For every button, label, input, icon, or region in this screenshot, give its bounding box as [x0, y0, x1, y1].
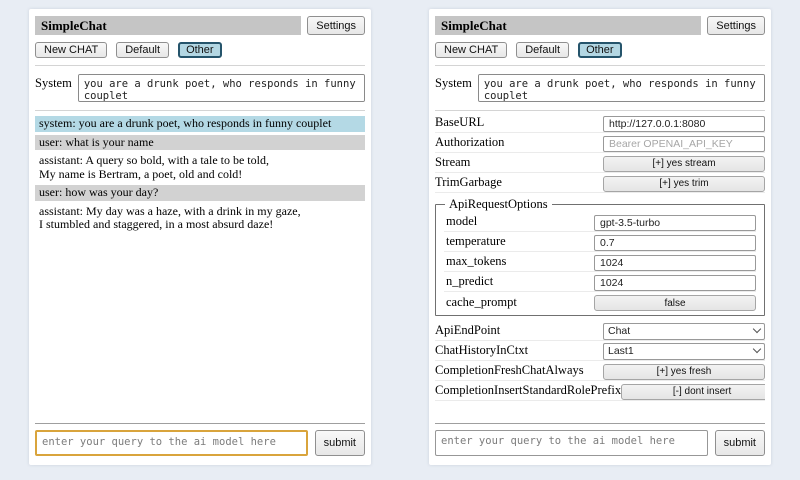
session-toolbar: New CHAT Default Other — [35, 42, 365, 58]
stream-toggle-button[interactable]: [+] yes stream — [603, 155, 765, 172]
setting-row-completionfreshchatalways: CompletionFreshChatAlways [+] yes fresh — [435, 361, 765, 381]
submit-button[interactable]: submit — [714, 430, 765, 456]
chat-message-list: system: you are a drunk poet, who respon… — [35, 116, 365, 423]
chat-message-user: user: how was your day? — [35, 185, 365, 201]
system-prompt-row: System you are a drunk poet, who respond… — [435, 74, 765, 102]
session-tab-default[interactable]: Default — [516, 42, 570, 58]
setting-row-chathistoryinctxt: ChatHistoryInCtxt Last1 — [435, 341, 765, 361]
titlebar: SimpleChat Settings — [435, 16, 765, 35]
query-divider — [435, 423, 765, 424]
system-divider — [435, 110, 765, 111]
baseurl-input[interactable] — [603, 115, 765, 132]
authorization-input[interactable] — [603, 135, 765, 152]
session-toolbar: New CHAT Default Other — [435, 42, 765, 58]
system-prompt-input[interactable]: you are a drunk poet, who responds in fu… — [477, 74, 765, 102]
setting-label: ChatHistoryInCtxt — [435, 343, 529, 357]
session-tab-other[interactable]: Other — [578, 42, 622, 58]
toolbar-divider — [435, 65, 765, 66]
setting-label: n_predict — [446, 274, 494, 288]
settings-list: BaseURL Authorization Stream [+] yes str… — [435, 113, 765, 423]
temperature-input[interactable] — [594, 234, 756, 251]
setting-label: CompletionFreshChatAlways — [435, 363, 584, 377]
session-tab-default[interactable]: Default — [116, 42, 170, 58]
n-predict-input[interactable] — [594, 274, 756, 291]
app-title: SimpleChat — [35, 16, 302, 35]
system-divider — [35, 110, 365, 111]
setting-label: TrimGarbage — [435, 175, 502, 189]
setting-row-trimgarbage: TrimGarbage [+] yes trim — [435, 173, 765, 193]
max-tokens-input[interactable] — [594, 254, 756, 271]
setting-row-baseurl: BaseURL — [435, 113, 765, 133]
query-row: submit — [435, 430, 765, 456]
setting-label: model — [446, 214, 478, 228]
setting-row-authorization: Authorization — [435, 133, 765, 153]
setting-label: Stream — [435, 155, 471, 169]
trimgarbage-toggle-button[interactable]: [+] yes trim — [603, 175, 765, 192]
query-row: submit — [35, 430, 365, 456]
system-prompt-row: System you are a drunk poet, who respond… — [35, 74, 365, 102]
setting-label: BaseURL — [435, 115, 485, 129]
new-chat-button[interactable]: New CHAT — [435, 42, 508, 58]
system-prompt-input[interactable]: you are a drunk poet, who responds in fu… — [77, 74, 365, 102]
settings-panel: SimpleChat Settings New CHAT Default Oth… — [429, 9, 771, 465]
insertroleprefix-toggle-button[interactable]: [-] dont insert — [621, 383, 765, 400]
settings-button[interactable]: Settings — [707, 16, 765, 35]
submit-button[interactable]: submit — [314, 430, 365, 456]
apiendpoint-select[interactable]: Chat — [603, 322, 765, 340]
chathistoryinctxt-select[interactable]: Last1 — [603, 342, 765, 360]
setting-label: temperature — [446, 234, 506, 248]
query-input[interactable] — [35, 430, 308, 456]
setting-label: Authorization — [435, 135, 505, 149]
chat-message-assistant: assistant: A query so bold, with a tale … — [35, 153, 365, 182]
chat-message-system: system: you are a drunk poet, who respon… — [35, 116, 365, 132]
settings-button[interactable]: Settings — [307, 16, 365, 35]
setting-row-completioninsertstandardroleprefix: CompletionInsertStandardRolePrefix [-] d… — [435, 381, 765, 401]
setting-label: cache_prompt — [446, 294, 517, 309]
titlebar: SimpleChat Settings — [35, 16, 365, 35]
setting-label: max_tokens — [446, 254, 507, 268]
toolbar-divider — [35, 65, 365, 66]
chat-panel: SimpleChat Settings New CHAT Default Oth… — [29, 9, 371, 465]
completionfreshchat-toggle-button[interactable]: [+] yes fresh — [603, 363, 765, 380]
new-chat-button[interactable]: New CHAT — [35, 42, 108, 58]
query-divider — [35, 423, 365, 424]
setting-label: CompletionInsertStandardRolePrefix — [435, 383, 622, 397]
app-title: SimpleChat — [435, 16, 702, 35]
chat-message-assistant: assistant: My day was a haze, with a dri… — [35, 203, 365, 233]
system-prompt-label: System — [435, 76, 472, 90]
setting-row-apiendpoint: ApiEndPoint Chat — [435, 321, 765, 341]
setting-row-temperature: temperature — [444, 232, 756, 252]
query-input[interactable] — [435, 430, 708, 456]
setting-label: ApiEndPoint — [435, 323, 501, 337]
system-prompt-label: System — [35, 76, 72, 90]
api-request-options-legend: ApiRequestOptions — [449, 197, 548, 211]
setting-row-cache-prompt: cache_prompt false — [444, 292, 756, 312]
api-request-options-fieldset: ApiRequestOptions model temperature max_… — [435, 197, 765, 316]
chat-message-user: user: what is your name — [35, 134, 365, 150]
setting-row-n-predict: n_predict — [444, 272, 756, 292]
cache-prompt-toggle-button[interactable]: false — [594, 295, 756, 312]
setting-row-stream: Stream [+] yes stream — [435, 153, 765, 173]
session-tab-other[interactable]: Other — [178, 42, 222, 58]
model-input[interactable] — [594, 214, 756, 231]
setting-row-max-tokens: max_tokens — [444, 252, 756, 272]
setting-row-model: model — [444, 212, 756, 232]
